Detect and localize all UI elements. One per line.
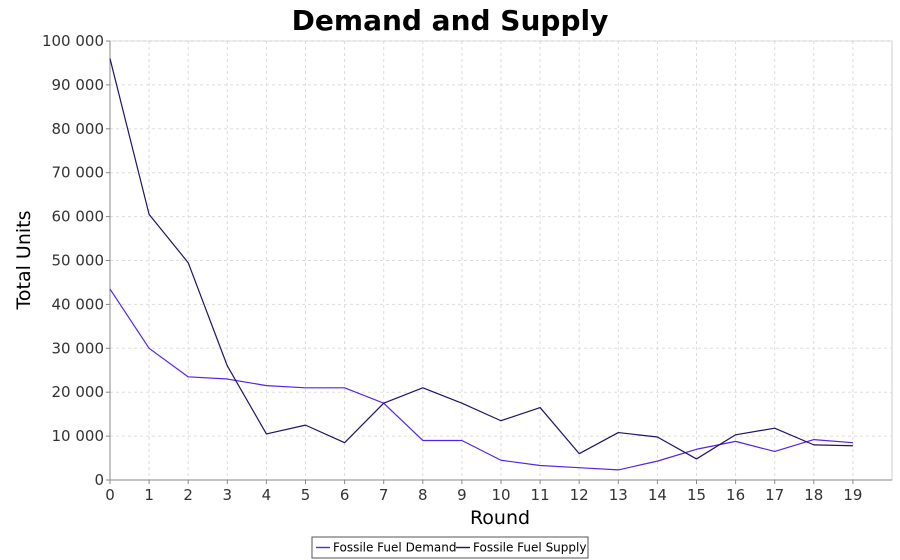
axes: 0 10 000 20 000 30 000 40 000 50 000 60 000 70 … (42, 32, 892, 504)
x-tick-label: 18 (804, 486, 823, 504)
x-tick-label: 12 (570, 486, 589, 504)
y-tick-label: 40 000 (52, 295, 105, 313)
y-tick-label: 0 (94, 471, 104, 489)
x-axis-label: Round (470, 507, 530, 529)
y-tick-label: 70 000 (52, 164, 105, 182)
series-layer (109, 58, 853, 471)
y-tick-label: 30 000 (52, 339, 105, 357)
legend: Fossile Fuel Demand Fossile Fuel Supply (311, 536, 589, 559)
x-tick-label: 9 (457, 486, 467, 504)
x-tick-label: 14 (648, 486, 667, 504)
y-axis-label: Total Units (13, 211, 35, 311)
x-tick-label: 4 (262, 486, 272, 504)
x-tick-label: 16 (726, 486, 745, 504)
y-tick-label: 80 000 (52, 120, 105, 138)
x-tick-label: 10 (491, 486, 510, 504)
y-tick-label: 100 000 (42, 32, 104, 50)
x-tick-label: 19 (843, 486, 862, 504)
x-tick-label: 2 (183, 486, 193, 504)
grid (109, 40, 893, 481)
legend-label: Fossile Fuel Supply (473, 541, 586, 555)
y-tick-label: 60 000 (52, 208, 105, 226)
x-tick-label: 5 (301, 486, 311, 504)
y-tick-label: 90 000 (52, 76, 105, 94)
y-tick-label: 10 000 (52, 427, 105, 445)
x-tick-label: 3 (223, 486, 233, 504)
legend-label: Fossile Fuel Demand (333, 541, 456, 555)
x-tick-label: 13 (609, 486, 628, 504)
y-tick-label: 20 000 (52, 383, 105, 401)
series-line-demand (109, 288, 853, 471)
legend-box (311, 536, 589, 559)
x-tick-label: 0 (105, 486, 115, 504)
y-tick-label: 50 000 (52, 252, 105, 270)
series-line-supply (109, 58, 853, 460)
x-tick-label: 15 (687, 486, 706, 504)
x-tick-label: 11 (531, 486, 550, 504)
x-tick-label: 7 (379, 486, 389, 504)
chart-title: Demand and Supply (292, 4, 609, 37)
x-tick-label: 6 (340, 486, 350, 504)
x-tick-label: 8 (418, 486, 428, 504)
x-tick-label: 1 (144, 486, 154, 504)
x-tick-label: 17 (765, 486, 784, 504)
